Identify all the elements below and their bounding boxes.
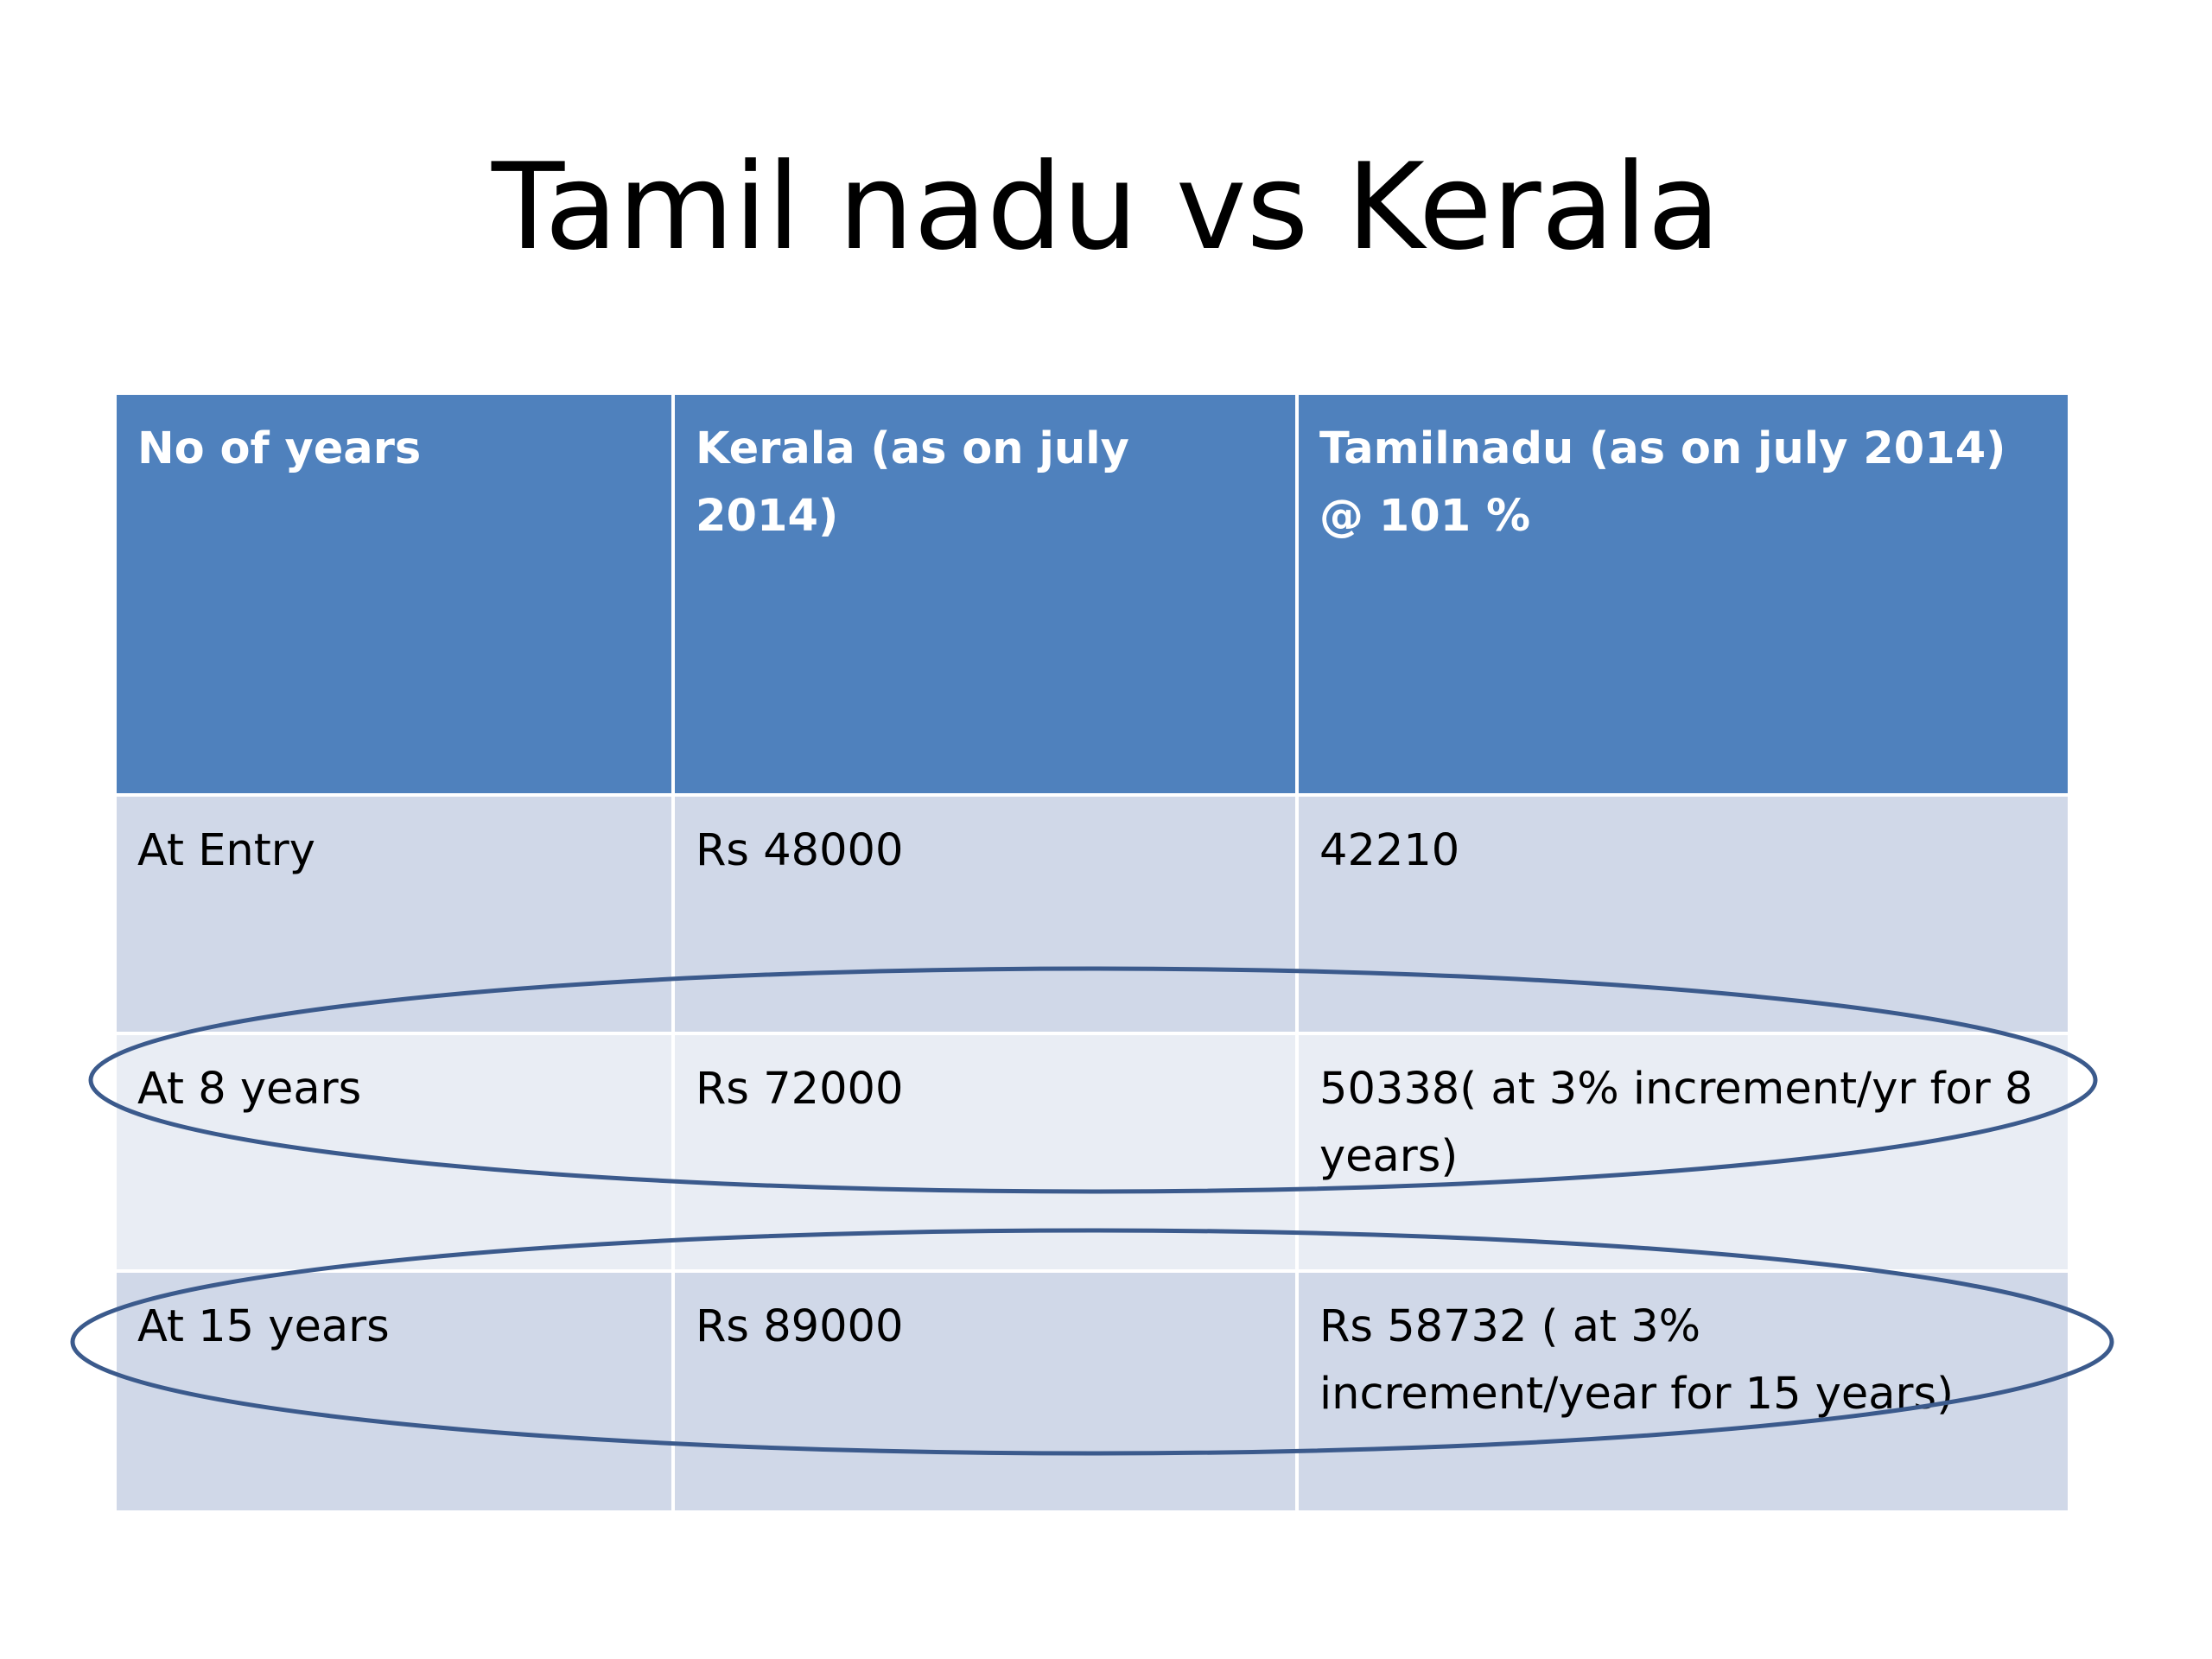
slide-title: Tamil nadu vs Kerala bbox=[491, 137, 1721, 276]
cell-kerala: Rs 89000 bbox=[671, 1269, 1299, 1514]
header-tamilnadu: Tamilnadu (as on july 2014) @ 101 % bbox=[1295, 391, 2071, 797]
table-header-row: No of years Kerala (as on july 2014) Tam… bbox=[113, 391, 2071, 797]
table-row-entry: At Entry Rs 48000 42210 bbox=[113, 793, 2071, 1035]
cell-tamilnadu: 42210 bbox=[1295, 793, 2071, 1035]
cell-years: At 15 years bbox=[113, 1269, 675, 1514]
table-row-15-years: At 15 years Rs 89000 Rs 58732 ( at 3% in… bbox=[113, 1269, 2071, 1514]
table-row-8-years: At 8 years Rs 72000 50338( at 3% increme… bbox=[113, 1032, 2071, 1273]
cell-kerala: Rs 72000 bbox=[671, 1032, 1299, 1273]
cell-tamilnadu: 50338( at 3% increment/yr for 8 years) bbox=[1295, 1032, 2071, 1273]
cell-tamilnadu: Rs 58732 ( at 3% increment/year for 15 y… bbox=[1295, 1269, 2071, 1514]
cell-kerala: Rs 48000 bbox=[671, 793, 1299, 1035]
cell-years: At 8 years bbox=[113, 1032, 675, 1273]
cell-years: At Entry bbox=[113, 793, 675, 1035]
header-kerala: Kerala (as on july 2014) bbox=[671, 391, 1299, 797]
comparison-table: No of years Kerala (as on july 2014) Tam… bbox=[113, 391, 2071, 1514]
header-years: No of years bbox=[113, 391, 675, 797]
